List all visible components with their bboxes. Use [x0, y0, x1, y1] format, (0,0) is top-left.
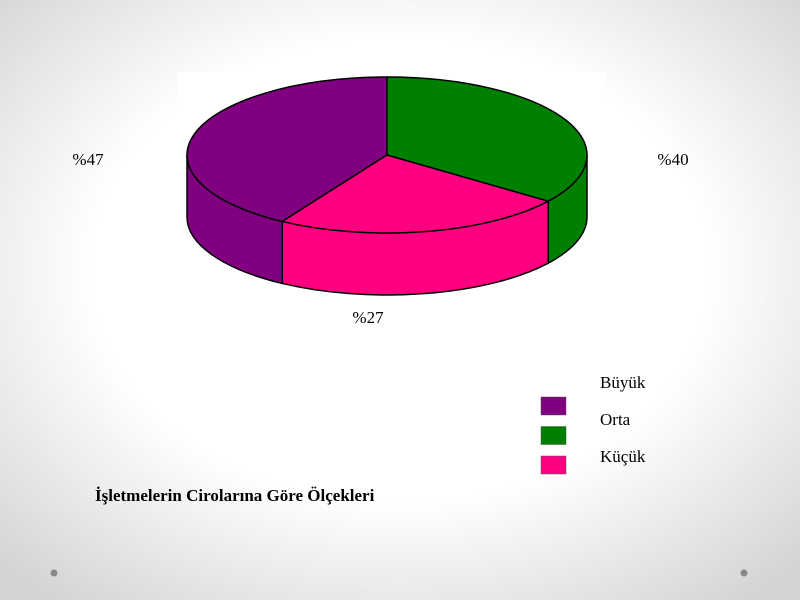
slice — [386, 76, 588, 202]
corner-dot — [740, 569, 748, 577]
slice — [186, 76, 388, 223]
data-label: %47 — [72, 150, 104, 169]
legend-label: Küçük — [600, 447, 646, 466]
data-label: %27 — [352, 308, 384, 327]
slice — [280, 154, 551, 234]
corner-dot — [50, 569, 58, 577]
legend-swatch — [540, 396, 567, 416]
legend-label: Orta — [600, 410, 631, 429]
chart-title: İşletmelerin Cirolarına Göre Ölçekleri — [95, 486, 375, 505]
legend-swatch — [540, 455, 567, 475]
pie — [186, 76, 588, 296]
legend-swatch — [540, 426, 567, 445]
legend-label: Büyük — [600, 373, 646, 392]
data-label: %40 — [657, 150, 688, 169]
